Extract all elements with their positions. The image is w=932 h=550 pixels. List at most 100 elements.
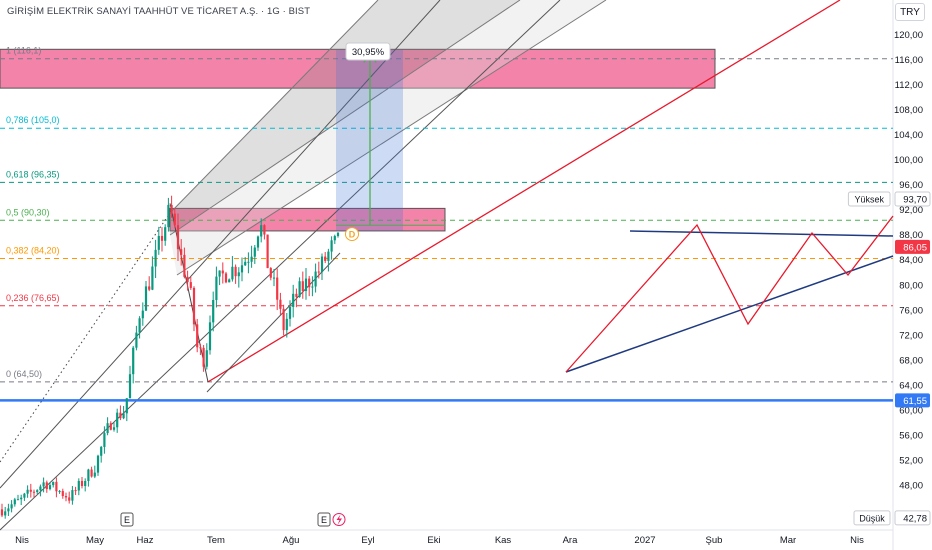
candle-body bbox=[13, 499, 16, 505]
candle-body bbox=[135, 332, 138, 348]
candle-body bbox=[42, 482, 45, 487]
candle-body bbox=[87, 469, 90, 481]
dividend-marker bbox=[345, 227, 359, 242]
candle-body bbox=[93, 472, 96, 477]
candle-body bbox=[103, 433, 106, 447]
dotted-projection-line bbox=[0, 212, 171, 463]
candle-body bbox=[205, 350, 208, 367]
symbol-title: GİRİŞİM ELEKTRİK SANAYİ TAAHHÜT VE TİCAR… bbox=[7, 6, 311, 17]
fib-level-label: 0,618 (96,35) bbox=[6, 169, 60, 179]
currency-button[interactable]: TRY bbox=[895, 3, 925, 21]
earnings-marker-label: E bbox=[124, 515, 130, 525]
fib-level-label: 0,786 (105,0) bbox=[6, 115, 60, 125]
price-tag-label: Düşük bbox=[859, 513, 885, 523]
candle-body bbox=[39, 486, 42, 491]
price-tag-label: Yüksek bbox=[854, 194, 884, 204]
x-tick-label: Ara bbox=[563, 535, 579, 546]
candle-body bbox=[90, 469, 93, 477]
candle-body bbox=[164, 227, 167, 241]
trend-line-red bbox=[207, 0, 841, 383]
channel-line bbox=[169, 0, 379, 214]
fib-level-label: 0,5 (90,30) bbox=[6, 207, 50, 217]
zigzag-projection bbox=[565, 215, 894, 373]
earnings-marker bbox=[120, 512, 134, 527]
channel-lower-band bbox=[170, 0, 606, 275]
channel-short-line bbox=[206, 252, 341, 393]
x-tick-label: Mar bbox=[780, 535, 796, 546]
candle-body bbox=[128, 374, 132, 399]
candle-body bbox=[7, 508, 10, 512]
candle-body bbox=[64, 496, 68, 498]
channel-outer-line bbox=[0, 0, 561, 531]
candle-body bbox=[311, 286, 314, 288]
price-tag bbox=[895, 393, 930, 408]
fib-level-label: 0,382 (84,20) bbox=[6, 245, 60, 255]
candle-body bbox=[196, 324, 199, 348]
candle-body bbox=[285, 318, 288, 331]
candle-body bbox=[244, 261, 247, 266]
x-tick-label: May bbox=[86, 535, 104, 546]
x-tick-label: Nis bbox=[850, 535, 864, 546]
channel-line bbox=[169, 0, 521, 236]
candle-body bbox=[256, 236, 260, 248]
candle-body bbox=[269, 268, 272, 278]
x-tick-label: 2027 bbox=[634, 535, 655, 546]
candle-body bbox=[276, 277, 279, 300]
measure-label-box bbox=[345, 42, 391, 61]
candle-body bbox=[234, 266, 237, 277]
candle-body bbox=[45, 482, 48, 490]
candle-body bbox=[231, 266, 234, 280]
x-tick-label: Tem bbox=[207, 535, 225, 546]
channel-line bbox=[176, 0, 607, 276]
y-tick-label: 104,00 bbox=[894, 130, 923, 141]
candle-body bbox=[68, 497, 71, 501]
candle-body bbox=[58, 491, 61, 493]
y-tick-label: 112,00 bbox=[895, 80, 923, 91]
candle-body bbox=[151, 266, 154, 290]
x-tick-label: Şub bbox=[706, 535, 723, 546]
y-tick-label: 96,00 bbox=[899, 180, 923, 191]
y-tick-label: 84,00 bbox=[899, 255, 923, 266]
candle-body bbox=[183, 254, 186, 277]
candle-body bbox=[61, 491, 64, 497]
price-tag-label-box bbox=[853, 510, 891, 526]
candle-body bbox=[237, 272, 240, 277]
price-tag-label-box bbox=[847, 191, 891, 207]
y-tick-label: 92,00 bbox=[899, 205, 923, 216]
price-tag bbox=[895, 239, 930, 254]
y-tick-label: 120,00 bbox=[894, 30, 923, 41]
candle-body bbox=[279, 299, 282, 309]
fib-level-label: 0,236 (76,65) bbox=[6, 293, 60, 303]
x-tick-label: Ağu bbox=[283, 535, 300, 546]
candle-body bbox=[80, 480, 84, 487]
y-tick-label: 60,00 bbox=[899, 406, 923, 417]
candle-body bbox=[186, 276, 189, 283]
candle-body bbox=[55, 481, 58, 492]
fib-anchor-line bbox=[169, 203, 209, 382]
candle-body bbox=[333, 236, 336, 241]
candle-body bbox=[52, 481, 55, 486]
candle-body bbox=[71, 490, 74, 501]
candle-body bbox=[77, 480, 80, 491]
candle-body bbox=[170, 204, 173, 214]
candle-body bbox=[144, 286, 148, 311]
candle-body bbox=[282, 308, 285, 331]
candle-body bbox=[154, 249, 157, 267]
price-tag bbox=[894, 510, 931, 526]
candle-body bbox=[260, 225, 263, 237]
candle-body bbox=[240, 265, 244, 273]
resistance-line bbox=[629, 230, 894, 237]
candle-body bbox=[288, 306, 292, 319]
candle-body bbox=[298, 281, 301, 297]
x-tick-label: Eki bbox=[427, 535, 440, 546]
y-tick-label: 56,00 bbox=[899, 431, 923, 442]
candle-body bbox=[176, 225, 180, 250]
candle-body bbox=[317, 271, 320, 273]
candle-body bbox=[218, 270, 221, 277]
candle-body bbox=[116, 412, 119, 428]
earnings-marker-label: E bbox=[321, 515, 327, 525]
candle-body bbox=[330, 240, 333, 252]
y-tick-label: 100,00 bbox=[894, 155, 923, 166]
candle-body bbox=[180, 249, 183, 255]
